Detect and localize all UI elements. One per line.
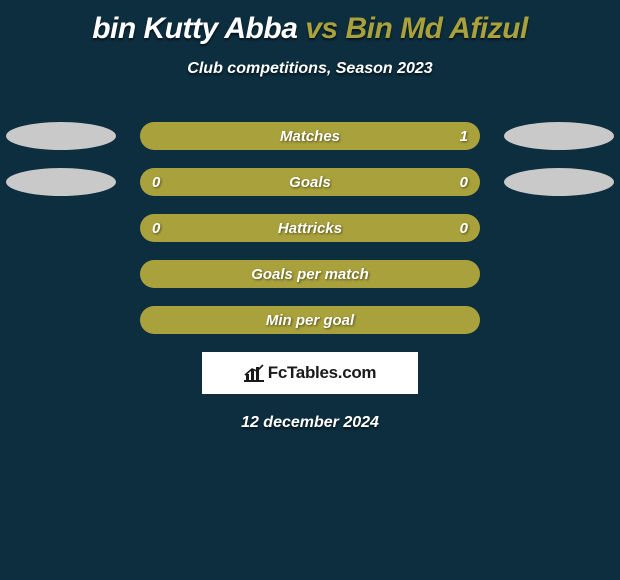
comparison-rows: Matches 1 0 Goals 0 0 Hattricks 0 Goals per matc… (0, 122, 620, 334)
stat-bar: Goals per match (140, 260, 480, 288)
comparison-row: Matches 1 (0, 122, 620, 150)
stat-bar: Min per goal (140, 306, 480, 334)
brand-box: FcTables.com (202, 352, 418, 394)
comparison-row: 0 Hattricks 0 (0, 214, 620, 242)
date-label: 12 december 2024 (0, 414, 620, 432)
stat-bar: 0 Goals 0 (140, 168, 480, 196)
subtitle: Club competitions, Season 2023 (0, 60, 620, 78)
vs-label: vs (305, 12, 337, 45)
comparison-row: Min per goal (0, 306, 620, 334)
right-ellipse (504, 168, 614, 196)
comparison-row: Goals per match (0, 260, 620, 288)
stat-bar: Matches 1 (140, 122, 480, 150)
stat-label: Hattricks (278, 220, 342, 237)
stat-label: Goals per match (251, 266, 369, 283)
player2-name: Bin Md Afizul (345, 12, 527, 45)
left-ellipse (6, 168, 116, 196)
stat-label: Min per goal (266, 312, 354, 329)
chart-icon (244, 364, 264, 382)
brand-text: FcTables.com (268, 363, 377, 383)
left-value: 0 (152, 174, 160, 191)
left-ellipse (6, 122, 116, 150)
left-value: 0 (152, 220, 160, 237)
right-ellipse (504, 122, 614, 150)
stat-label: Goals (289, 174, 331, 191)
right-value: 0 (460, 220, 468, 237)
comparison-row: 0 Goals 0 (0, 168, 620, 196)
right-value: 1 (460, 128, 468, 145)
stat-label: Matches (280, 128, 340, 145)
stat-bar: 0 Hattricks 0 (140, 214, 480, 242)
player1-name: bin Kutty Abba (92, 12, 297, 45)
comparison-title: bin Kutty Abba vs Bin Md Afizul (0, 0, 620, 46)
right-value: 0 (460, 174, 468, 191)
